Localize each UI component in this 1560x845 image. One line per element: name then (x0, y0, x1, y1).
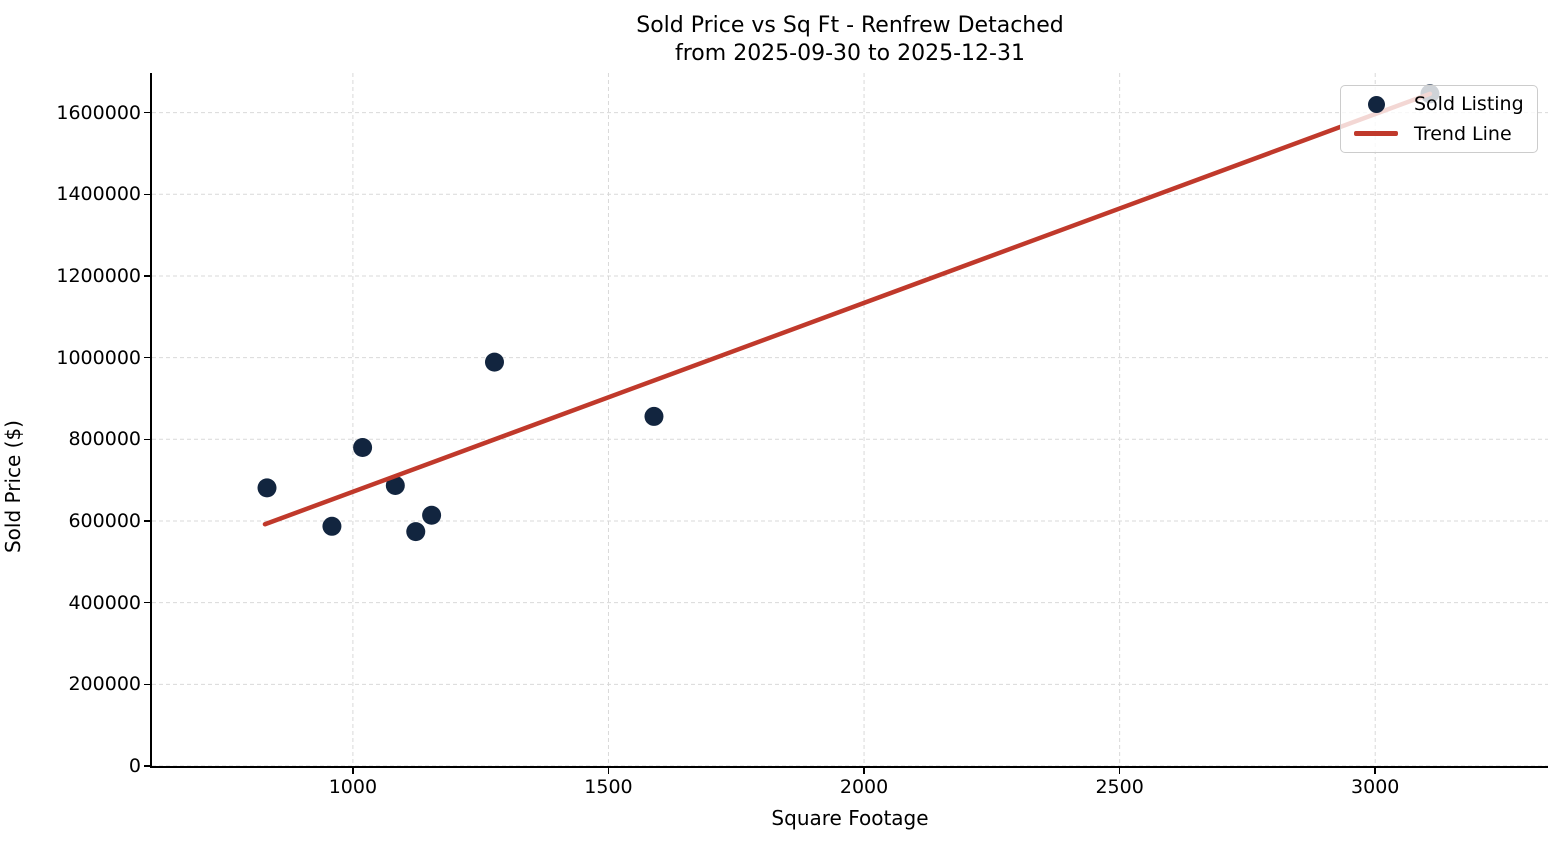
data-point (406, 522, 426, 542)
legend-marker-cell (1351, 95, 1401, 113)
y-tick-label: 1200000 (56, 264, 141, 287)
trend-line (262, 91, 1433, 527)
y-tick-label: 1400000 (56, 183, 141, 206)
data-point (484, 352, 504, 372)
y-tick-mark (144, 683, 150, 686)
y-axis-label-text: Sold Price ($) (1, 420, 25, 554)
y-tick-mark (144, 765, 150, 767)
x-tick-mark (1374, 768, 1376, 774)
chart-title: Sold Price vs Sq Ft - Renfrew Detached f… (152, 12, 1548, 68)
plot-canvas (152, 73, 1548, 766)
y-tick-mark (144, 193, 150, 196)
y-tick-mark (144, 275, 150, 277)
x-axis-label: Square Footage (771, 806, 929, 830)
y-tick-label: 800000 (68, 428, 141, 451)
x-tick-mark (1118, 768, 1121, 774)
legend-marker-cell (1351, 131, 1401, 136)
chart-title-line1: Sold Price vs Sq Ft - Renfrew Detached (636, 13, 1064, 38)
data-point (422, 505, 442, 525)
y-tick-label: 600000 (68, 509, 141, 532)
data-point (385, 475, 405, 495)
x-tick-label: 1000 (328, 776, 378, 798)
y-tick-label: 1600000 (56, 101, 141, 124)
x-tick-mark (607, 768, 610, 774)
x-tick-mark (863, 768, 865, 774)
plot-area (150, 73, 1548, 768)
legend-label-trend-line: Trend Line (1414, 122, 1512, 145)
y-tick-label: 1000000 (56, 346, 141, 369)
y-tick-mark (144, 356, 150, 359)
legend-item-sold-listing: Sold Listing (1351, 90, 1527, 118)
y-tick-mark (144, 111, 150, 114)
x-tick-label: 2000 (839, 776, 889, 798)
data-point (353, 437, 373, 457)
trend-line-marker-icon (1354, 131, 1398, 136)
legend-item-trend-line: Trend Line (1351, 120, 1527, 148)
chart-title-line2: from 2025-09-30 to 2025-12-31 (675, 41, 1025, 66)
x-tick-label: 3000 (1351, 776, 1400, 798)
x-tick-mark (352, 768, 354, 774)
y-tick-label: 200000 (68, 673, 141, 696)
y-tick-label: 400000 (68, 591, 141, 614)
y-tick-mark (144, 520, 150, 522)
y-tick-mark (144, 601, 150, 604)
legend-label-sold-listing: Sold Listing (1414, 93, 1524, 116)
y-tick-label: 0 (128, 755, 141, 777)
x-tick-label: 2500 (1095, 776, 1144, 798)
scatter-marker-icon (1367, 95, 1385, 113)
data-point (644, 406, 664, 426)
data-point (257, 478, 277, 498)
y-tick-mark (144, 438, 150, 441)
x-tick-label: 1500 (584, 776, 633, 798)
legend: Sold Listing Trend Line (1340, 85, 1538, 153)
data-point (322, 516, 342, 536)
